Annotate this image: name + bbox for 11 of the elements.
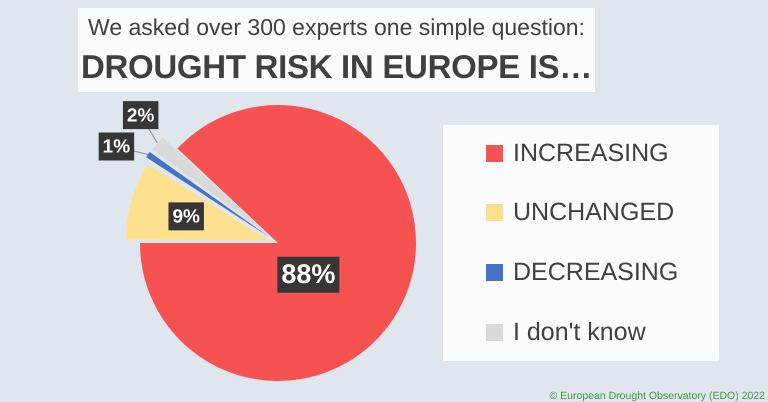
- data-label: 88%: [281, 259, 336, 290]
- data-label: 1%: [102, 136, 130, 158]
- chart-title: DROUGHT RISK IN EUROPE IS…: [80, 48, 594, 86]
- legend-label: DECREASING: [513, 258, 678, 287]
- data-label: 2%: [126, 105, 154, 126]
- legend-label: UNCHANGED: [513, 198, 674, 228]
- legend-label: I don't know: [513, 318, 646, 347]
- text: © European Drought Observatory (EDO) 2022: [549, 390, 765, 402]
- chart-subtitle: We asked over 300 experts one simple question:: [87, 14, 586, 41]
- data-label: 9%: [172, 206, 200, 228]
- legend-label: INCREASING: [513, 138, 669, 168]
